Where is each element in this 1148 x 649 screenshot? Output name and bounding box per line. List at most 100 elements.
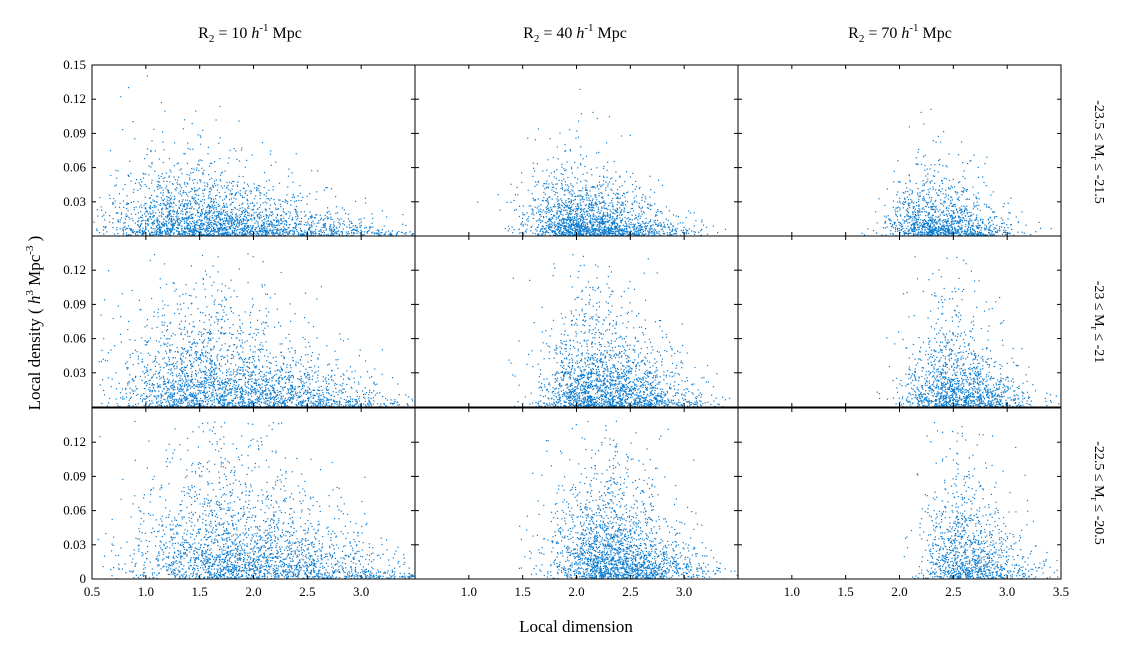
- data-point: [190, 225, 192, 227]
- data-point: [548, 209, 550, 211]
- data-point: [596, 229, 598, 231]
- data-point: [360, 229, 362, 231]
- data-point: [598, 195, 600, 197]
- data-point: [280, 223, 282, 225]
- data-point: [936, 192, 938, 194]
- data-point: [607, 229, 609, 231]
- data-point: [272, 233, 274, 235]
- data-point: [608, 220, 610, 222]
- data-point: [227, 231, 229, 233]
- data-point: [197, 228, 199, 230]
- data-point: [220, 218, 222, 220]
- data-point: [105, 211, 107, 214]
- data-point: [646, 207, 649, 209]
- data-point: [405, 232, 407, 234]
- data-point: [982, 219, 984, 221]
- data-point: [118, 193, 120, 195]
- data-point: [259, 231, 261, 233]
- data-point: [612, 222, 614, 225]
- data-point: [103, 214, 105, 216]
- data-point: [178, 218, 180, 220]
- data-point: [202, 173, 204, 175]
- data-point: [219, 228, 221, 230]
- data-point: [181, 219, 183, 221]
- data-point: [175, 204, 177, 206]
- data-point: [967, 225, 969, 227]
- data-point: [117, 219, 119, 221]
- data-point: [310, 231, 312, 233]
- data-point: [602, 233, 604, 235]
- data-point: [170, 199, 172, 201]
- data-point: [289, 233, 291, 235]
- data-point: [300, 211, 302, 213]
- data-point: [526, 212, 528, 214]
- data-point: [583, 208, 585, 210]
- data-point: [899, 197, 901, 199]
- data-point: [185, 221, 187, 223]
- data-point: [169, 206, 171, 208]
- data-point: [626, 211, 629, 214]
- data-point: [561, 232, 563, 234]
- data-point: [151, 194, 153, 196]
- data-point: [537, 180, 540, 182]
- data-point: [269, 208, 271, 210]
- data-point: [151, 163, 153, 165]
- data-point: [546, 208, 549, 210]
- data-point: [181, 217, 183, 220]
- data-point: [567, 230, 570, 232]
- data-point: [582, 221, 584, 223]
- data-point: [565, 184, 567, 186]
- data-point: [204, 215, 206, 217]
- data-point: [688, 210, 690, 212]
- data-point: [239, 233, 241, 235]
- data-point: [214, 223, 216, 225]
- data-point: [161, 211, 163, 213]
- data-point: [229, 218, 231, 220]
- data-point: [582, 226, 584, 228]
- data-point: [251, 226, 253, 228]
- data-point: [544, 228, 546, 230]
- data-point: [179, 219, 181, 222]
- data-point: [598, 227, 600, 229]
- data-point: [617, 234, 619, 236]
- data-point: [226, 219, 228, 221]
- data-point: [945, 224, 948, 226]
- data-point: [244, 215, 246, 217]
- data-point: [192, 216, 194, 219]
- data-point: [238, 234, 240, 236]
- data-point: [223, 230, 225, 232]
- data-point: [539, 210, 541, 213]
- data-point: [950, 223, 952, 225]
- data-point: [878, 198, 880, 200]
- data-point: [595, 201, 597, 203]
- data-point: [599, 225, 601, 227]
- data-point: [308, 224, 311, 226]
- data-point: [254, 217, 256, 219]
- data-point: [619, 229, 621, 231]
- data-point: [649, 227, 651, 229]
- data-point: [206, 233, 208, 235]
- data-point: [182, 213, 184, 215]
- data-point: [593, 230, 595, 232]
- data-point: [510, 201, 512, 203]
- data-point: [688, 228, 690, 230]
- data-point: [585, 230, 587, 232]
- data-point: [884, 227, 886, 229]
- data-point: [975, 218, 977, 221]
- data-point: [907, 222, 909, 224]
- data-point: [974, 234, 976, 236]
- data-point: [926, 168, 928, 170]
- data-point: [259, 216, 261, 218]
- data-point: [594, 221, 596, 224]
- data-point: [369, 226, 371, 228]
- data-point: [568, 228, 570, 230]
- data-point: [615, 231, 617, 233]
- data-point: [593, 213, 595, 215]
- data-point: [216, 211, 218, 213]
- data-point: [209, 211, 211, 213]
- data-point: [945, 220, 947, 222]
- data-point: [160, 204, 162, 206]
- data-point: [887, 215, 889, 217]
- data-point: [137, 231, 139, 233]
- data-point: [207, 230, 209, 232]
